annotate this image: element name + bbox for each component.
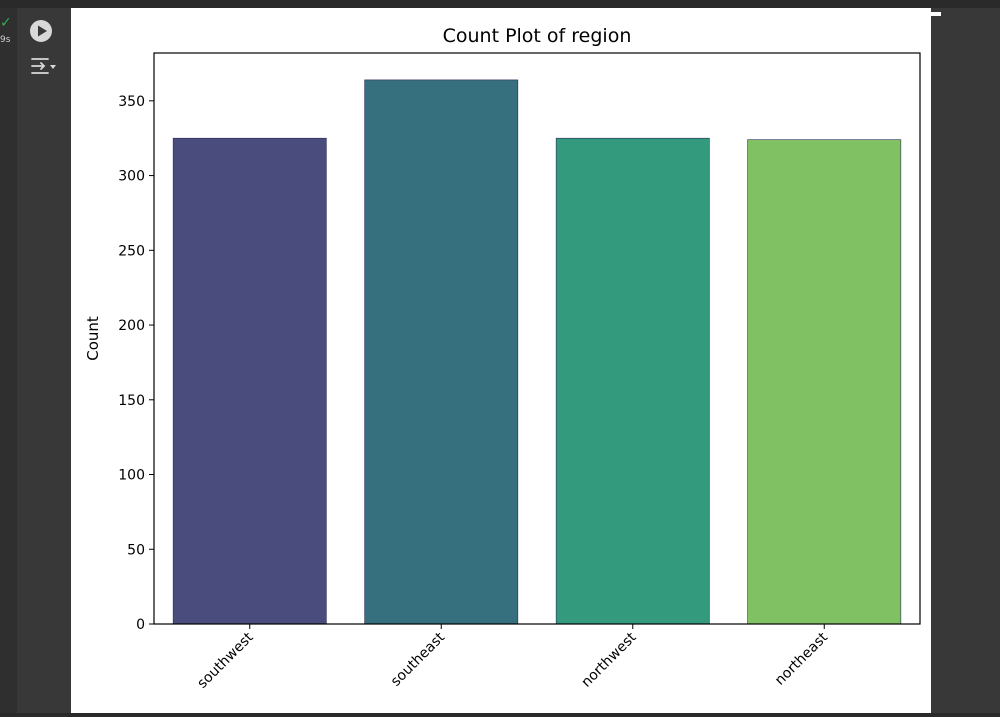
plot-frame (153, 52, 921, 625)
y-tick-label: 200 (118, 318, 145, 334)
execution-success-icon: ✓ (0, 15, 12, 31)
y-tick-label: 150 (118, 393, 145, 409)
bar-southwest (172, 137, 327, 625)
window-top-strip (0, 0, 1000, 8)
cell-toolbar (17, 8, 71, 713)
x-tick-label-southwest: southwest (194, 629, 257, 692)
x-tick-label-northwest: northwest (578, 629, 639, 690)
y-tick-label: 350 (118, 94, 145, 110)
bar-northeast (747, 139, 902, 625)
bars-group (172, 79, 902, 625)
run-cell-button[interactable] (29, 19, 53, 43)
x-tick-label-northeast: northeast (772, 629, 831, 688)
cell-status-gutter (0, 8, 17, 713)
output-toggle-icon (31, 58, 49, 74)
count-plot-chart: Count Plot of region Count 0 50 100 150 200 2… (84, 25, 921, 692)
execution-time: 9s (0, 35, 11, 45)
y-tick-label: 0 (136, 617, 145, 633)
y-tick-label: 250 (118, 243, 145, 259)
bar-northwest (555, 137, 710, 625)
y-tick-label: 300 (118, 169, 145, 185)
bar-southeast (364, 79, 519, 625)
output-scroll-handle[interactable] (928, 12, 941, 16)
output-options-button[interactable] (29, 55, 57, 79)
editor-right-panel (931, 8, 1000, 713)
x-tick-label-southeast: southeast (388, 629, 449, 690)
y-tick-label: 50 (127, 542, 145, 558)
y-tick-label: 100 (118, 468, 145, 484)
chart-title: Count Plot of region (443, 25, 632, 47)
window-bottom-strip (0, 713, 1000, 717)
x-axis-ticks: southwest southeast northwest northeast (194, 624, 831, 692)
y-axis-label: Count (84, 316, 102, 361)
y-axis-ticks: 0 50 100 150 200 250 300 350 (118, 94, 154, 633)
